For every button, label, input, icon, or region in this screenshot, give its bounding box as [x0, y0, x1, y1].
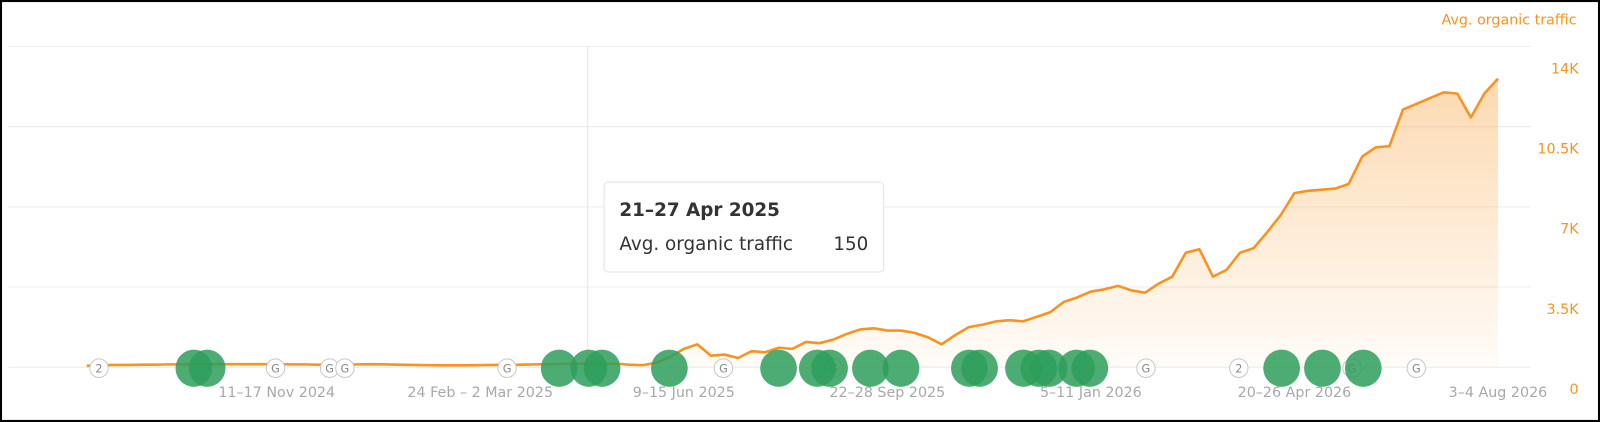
event-dot [811, 349, 848, 387]
x-tick-label: 22–28 Sep 2025 [829, 385, 945, 401]
x-tick-label: 5–11 Jan 2026 [1040, 385, 1142, 401]
event-dot [852, 349, 889, 387]
event-dot [961, 349, 998, 387]
event-badge: G [1406, 358, 1427, 379]
y-tick-label: 7K [1560, 222, 1579, 238]
badge-label: G [1412, 362, 1421, 375]
event-badge: G [497, 358, 517, 379]
badge-circle [265, 358, 286, 379]
badge-label: G [719, 362, 728, 375]
tooltip-title: 21–27 Apr 2025 [619, 200, 780, 221]
tooltip-label: Avg. organic traffic [619, 234, 793, 255]
badge-label: G [325, 362, 334, 375]
event-dot [760, 349, 797, 387]
event-badge: 2 [1229, 358, 1249, 379]
badge-circle [1406, 358, 1427, 379]
badge-label: G [503, 362, 512, 375]
badge-label: G [341, 362, 350, 375]
event-badge: G [319, 358, 340, 379]
area [86, 78, 1498, 368]
badge-circle [1136, 358, 1156, 379]
tooltip-box [603, 181, 885, 273]
y-tick-label: 10.5K [1537, 141, 1579, 157]
badge-label: G [271, 362, 280, 375]
event-dot [1030, 349, 1068, 387]
event-badge: G [335, 358, 355, 379]
x-tick-label: 24 Feb – 2 Mar 2025 [407, 385, 553, 401]
x-tick-label: 3–4 Aug 2026 [1449, 385, 1548, 401]
event-dot [1071, 349, 1109, 387]
event-dot [1263, 349, 1300, 387]
event-dot [583, 349, 621, 387]
badge-circle [713, 358, 734, 379]
badge-circle [335, 358, 355, 379]
event-dot [651, 349, 688, 387]
badge-label: G [1142, 362, 1151, 375]
y-tick-label: 3.5K [1546, 302, 1579, 318]
event-dot [882, 349, 920, 387]
badge-circle [497, 358, 517, 379]
y-tick-label: 0 [1569, 382, 1578, 398]
event-dot [1304, 349, 1341, 387]
event-badge: G [265, 358, 286, 379]
tooltip: 21–27 Apr 2025 Avg. organic traffic 150 [603, 181, 885, 273]
y-tick-label: 14K [1551, 61, 1579, 77]
badge-label: 2 [1235, 362, 1242, 375]
tooltip-value: 150 [833, 234, 868, 255]
event-dot [188, 349, 226, 387]
event-dot [1344, 349, 1382, 387]
event-badge: G [1136, 358, 1156, 379]
x-tick-label: 11–17 Nov 2024 [218, 385, 335, 401]
series-title: Avg. organic traffic [1442, 13, 1577, 29]
x-tick-label: 9–15 Jun 2025 [633, 385, 735, 401]
x-tick-label: 20–26 Apr 2026 [1238, 385, 1352, 401]
badge-label: 2 [95, 362, 102, 375]
badge-circle [1229, 358, 1249, 379]
badge-circle [89, 358, 109, 379]
event-dot [540, 349, 578, 387]
event-badge: 2 [89, 358, 109, 379]
event-badge: G [713, 358, 734, 379]
